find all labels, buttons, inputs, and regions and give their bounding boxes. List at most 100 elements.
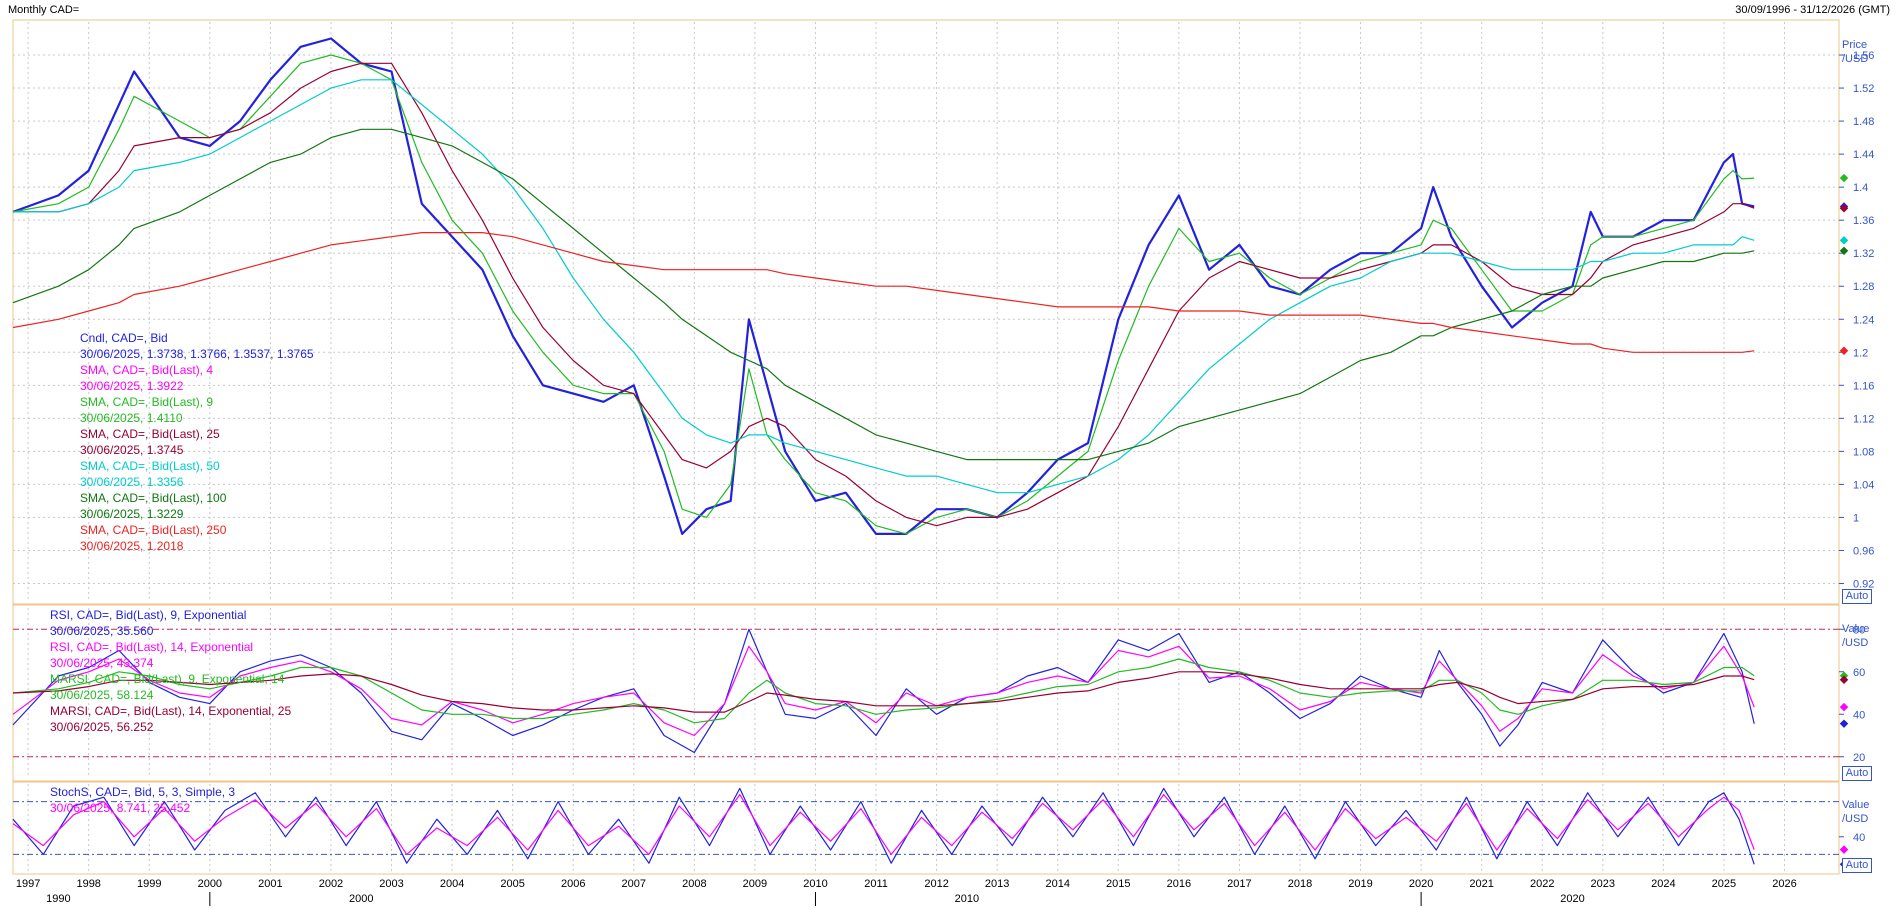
legend-cndl-value: 30/06/2025, 1.3738, 1.3766, 1.3537, 1.37… xyxy=(80,347,314,361)
x-tick-label: 2024 xyxy=(1651,878,1675,890)
legend-sma4-value: 30/06/2025, 1.3922 xyxy=(80,379,184,393)
y-tick-label: 1.32 xyxy=(1853,248,1874,260)
stoch-legend: StochS, CAD=, Bid, 5, 3, Simple, 3 30/06… xyxy=(50,784,235,816)
stoch-unit-line2: /USD xyxy=(1842,813,1869,825)
y-tick-label: 20 xyxy=(1853,752,1865,764)
rsi-auto-button[interactable]: Auto xyxy=(1842,766,1872,781)
series-line xyxy=(12,128,1755,461)
legend-marsi14-value: 30/06/2025, 56.252 xyxy=(50,720,154,734)
last-value-marker xyxy=(1839,173,1849,183)
x-tick-label: 1997 xyxy=(16,878,40,890)
stoch-panel-frame xyxy=(12,781,1840,875)
last-value-marker xyxy=(1839,203,1849,213)
main-legend: Cndl, CAD=, Bid 30/06/2025, 1.3738, 1.37… xyxy=(80,330,314,554)
y-tick-label: 1.56 xyxy=(1853,50,1874,62)
x-tick-label: 2025 xyxy=(1712,878,1736,890)
x-tick-label: 1999 xyxy=(137,878,161,890)
x-tick-label: 2002 xyxy=(319,878,343,890)
main-unit: Price /USD xyxy=(1842,38,1868,66)
x-tick-label: 2008 xyxy=(682,878,706,890)
legend-sma250-label: SMA, CAD=, Bid(Last), 250 xyxy=(80,523,227,537)
last-value-marker xyxy=(1839,346,1849,356)
y-tick-label: 60 xyxy=(1853,667,1865,679)
series-line xyxy=(12,787,1755,865)
legend-sma100-label: SMA, CAD=, Bid(Last), 100 xyxy=(80,491,227,505)
y-tick-label: 80 xyxy=(1853,624,1865,636)
x-tick-label: 2007 xyxy=(622,878,646,890)
legend-marsi9-label: MARSI, CAD=, Bid(Last), 9, Exponential, … xyxy=(50,672,285,686)
last-value-marker xyxy=(1839,719,1849,728)
rsi-unit-line2: /USD xyxy=(1842,637,1869,649)
last-value-marker xyxy=(1839,845,1849,854)
last-value-marker xyxy=(1839,236,1849,245)
x-tick-label: 2006 xyxy=(561,878,585,890)
y-tick-label: 0.92 xyxy=(1853,578,1874,590)
series-line xyxy=(12,54,1755,535)
x-tick-label: 2010 xyxy=(803,878,827,890)
x-tick-label: 2012 xyxy=(924,878,948,890)
last-value-marker xyxy=(1839,675,1849,684)
x-decade-label: 2020 xyxy=(1560,893,1584,905)
series-line xyxy=(12,232,1755,353)
x-tick-label: 2018 xyxy=(1288,878,1312,890)
y-tick-label: 1.44 xyxy=(1853,149,1874,161)
y-tick-label: 1.16 xyxy=(1853,380,1874,392)
stoch-unit-line1: Value xyxy=(1842,799,1870,811)
y-tick-label: 1.52 xyxy=(1853,83,1874,95)
main-panel-frame xyxy=(12,19,1840,605)
x-tick-label: 2022 xyxy=(1530,878,1554,890)
x-tick-label: 2001 xyxy=(258,878,282,890)
main-unit-line1: Price xyxy=(1842,39,1868,51)
legend-marsi9-value: 30/06/2025, 58.124 xyxy=(50,688,154,702)
x-tick-label: 2015 xyxy=(1106,878,1130,890)
y-tick-label: 1.36 xyxy=(1853,215,1874,227)
x-tick-label: 2000 xyxy=(198,878,222,890)
x-tick-label: 2013 xyxy=(985,878,1009,890)
x-tick-label: 2004 xyxy=(440,878,464,890)
legend-rsi14-label: RSI, CAD=, Bid(Last), 14, Exponential xyxy=(50,640,254,654)
date-range: 30/09/1996 - 31/12/2026 (GMT) xyxy=(1735,4,1890,16)
series-line xyxy=(12,658,1755,724)
y-tick-label: 1.04 xyxy=(1853,479,1874,491)
y-tick-label: 1.2 xyxy=(1853,347,1868,359)
y-tick-label: 1 xyxy=(1853,512,1859,524)
legend-cndl-label: Cndl, CAD=, Bid xyxy=(80,331,168,345)
x-tick-label: 2023 xyxy=(1591,878,1615,890)
last-value-markers xyxy=(1839,173,1849,869)
legend-sma9-value: 30/06/2025, 1.4110 xyxy=(80,411,183,425)
y-tick-label: 1.12 xyxy=(1853,413,1874,425)
series-line xyxy=(12,628,1755,754)
x-tick-label: 2020 xyxy=(1409,878,1433,890)
stoch-unit: Value /USD xyxy=(1842,798,1869,826)
x-tick-label: 2026 xyxy=(1772,878,1796,890)
legend-sma25-value: 30/06/2025, 1.3745 xyxy=(80,443,184,457)
legend-sma4-label: SMA, CAD=, Bid(Last), 4 xyxy=(80,363,214,377)
x-tick-label: 2021 xyxy=(1469,878,1493,890)
y-tick-label: 1.48 xyxy=(1853,116,1874,128)
legend-rsi9-label: RSI, CAD=, Bid(Last), 9, Exponential xyxy=(50,608,247,622)
legend-sma250-value: 30/06/2025, 1.2018 xyxy=(80,539,184,553)
legend-sma50-label: SMA, CAD=, Bid(Last), 50 xyxy=(80,459,220,473)
main-auto-button[interactable]: Auto xyxy=(1842,589,1872,604)
rsi-legend: RSI, CAD=, Bid(Last), 9, Exponential 30/… xyxy=(50,607,291,735)
x-tick-label: 2011 xyxy=(864,878,888,890)
stoch-auto-button[interactable]: Auto xyxy=(1842,858,1872,873)
x-tick-label: 1998 xyxy=(76,878,100,890)
legend-rsi14-value: 30/06/2025, 43.374 xyxy=(50,656,154,670)
legend-stoch-value: 30/06/2025, 8.741, 25.452 xyxy=(50,801,191,815)
x-tick-label: 2014 xyxy=(1045,878,1069,890)
series-line xyxy=(13,62,1755,527)
y-axis-ticks: 1.56 1.52 1.48 1.44 1.4 1.36 1.32 1.28 1.24 1.2 1.… xyxy=(1839,50,1874,844)
x-tick-label: 2017 xyxy=(1227,878,1251,890)
y-tick-label: 40 xyxy=(1853,709,1865,721)
y-tick-label: 1.4 xyxy=(1853,182,1868,194)
x-decade-label: 1990 xyxy=(46,893,70,905)
reference-lines xyxy=(13,628,1839,855)
rsi-unit: Value /USD xyxy=(1842,622,1869,650)
main-unit-line2: /USD xyxy=(1842,53,1869,65)
y-tick-label: 40 xyxy=(1853,832,1865,844)
x-tick-label: 2016 xyxy=(1167,878,1191,890)
x-tick-label: 2009 xyxy=(743,878,767,890)
x-axis: 1997 1998 1999 2000 2001 2002 2003 2004 2005 2006… xyxy=(16,878,1797,906)
legend-stoch-label: StochS, CAD=, Bid, 5, 3, Simple, 3 xyxy=(50,785,236,799)
